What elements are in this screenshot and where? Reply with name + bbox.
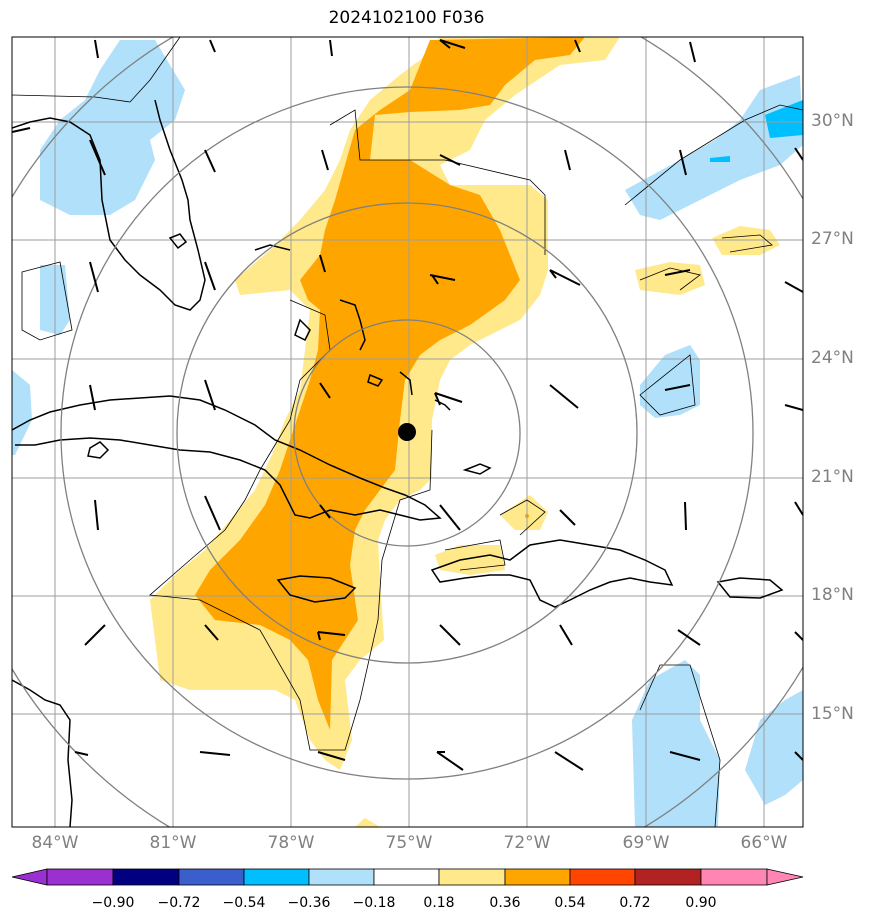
lon-label-69: 69°W: [622, 833, 670, 853]
colorbar-label: −0.54: [222, 895, 266, 911]
coastlines: [12, 99, 784, 827]
colorbar: [11, 868, 804, 886]
colorbar-label: 0.54: [554, 895, 586, 911]
lat-label-18: 18°N: [811, 585, 854, 605]
colorbar-label: 0.18: [423, 895, 455, 911]
plot-frame: [11, 36, 804, 828]
lon-label-72: 72°W: [503, 833, 551, 853]
colorbar-label: −0.72: [157, 895, 201, 911]
lon-label-75: 75°W: [385, 833, 433, 853]
negative-contours: [12, 40, 803, 827]
colorbar-label: 0.90: [685, 895, 717, 911]
lon-label-81: 81°W: [149, 833, 197, 853]
storm-center-marker: [398, 423, 416, 441]
lon-label-84: 84°W: [31, 833, 79, 853]
wind-barbs: [12, 39, 803, 771]
lat-label-15: 15°N: [811, 704, 854, 724]
colorbar-label: 0.72: [619, 895, 651, 911]
lon-label-78: 78°W: [267, 833, 315, 853]
lat-label-21: 21°N: [811, 467, 854, 487]
colorbar-label: −0.36: [287, 895, 331, 911]
range-rings: [12, 37, 803, 827]
lat-label-24: 24°N: [811, 348, 854, 368]
lat-label-30: 30°N: [811, 111, 854, 131]
colorbar-label: −0.18: [352, 895, 396, 911]
positive-contours-strong: [195, 37, 585, 730]
gridlines: [12, 37, 803, 827]
lat-label-27: 27°N: [811, 229, 854, 249]
colorbar-label: −0.90: [91, 895, 135, 911]
colorbar-label: 0.36: [489, 895, 521, 911]
lon-label-66: 66°W: [740, 833, 788, 853]
plot-title: 2024102100 F036: [328, 8, 485, 28]
